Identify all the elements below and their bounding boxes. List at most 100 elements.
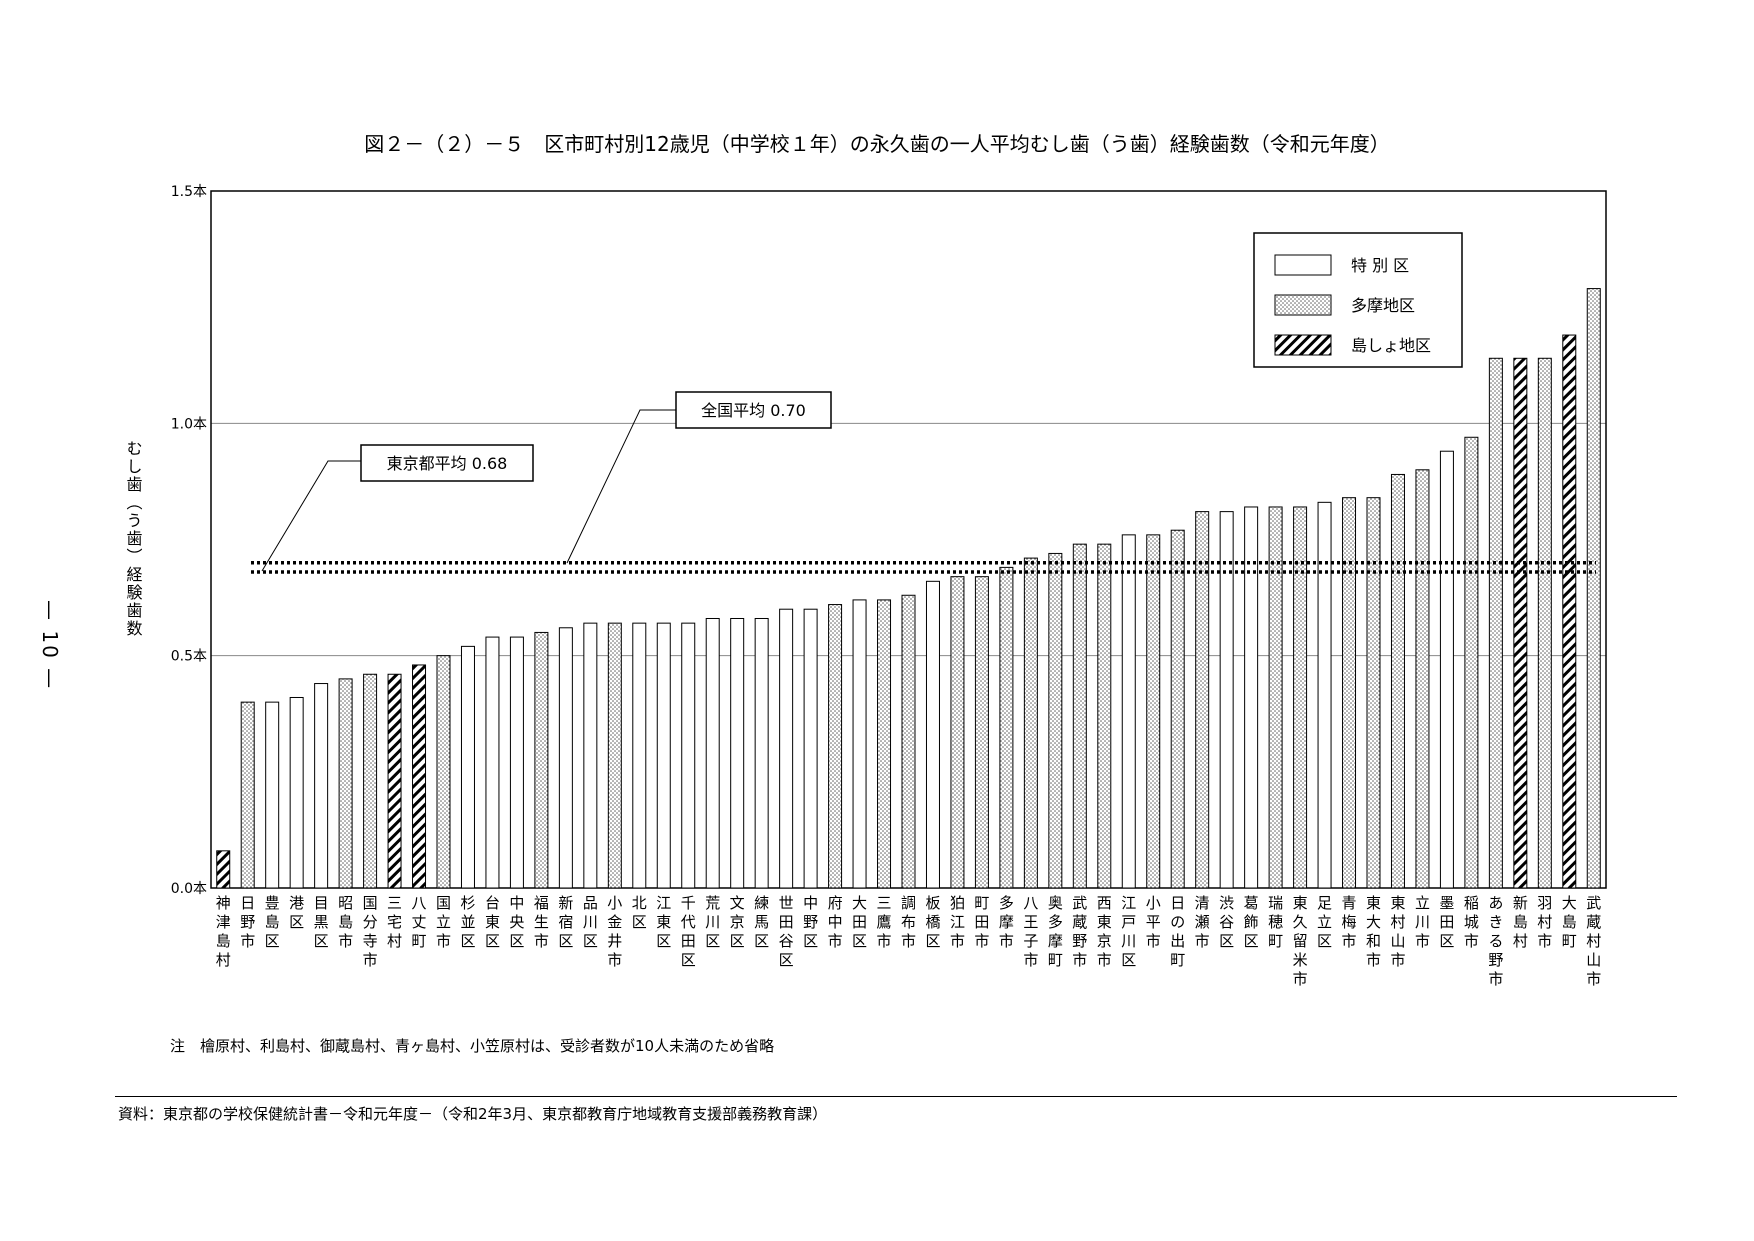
bar [828, 604, 843, 889]
x-tick-label: 杉並区 [460, 894, 475, 950]
x-tick-label: 国分寺市 [363, 894, 378, 969]
x-tick-label: 品川区 [583, 894, 598, 950]
bar [1390, 473, 1405, 889]
callout-leader [566, 409, 676, 564]
source-divider [115, 1096, 1677, 1097]
x-tick-label: 北区 [632, 894, 647, 931]
bar [1195, 511, 1210, 889]
bar [852, 599, 867, 889]
bar [240, 701, 255, 889]
x-tick-label: 新島村 [1513, 894, 1528, 950]
x-tick-label: 目黒区 [314, 894, 329, 950]
bar [974, 576, 989, 889]
bar [1293, 506, 1308, 889]
x-tick-label: 国立市 [436, 894, 451, 950]
x-tick-label: 荒川区 [705, 894, 720, 950]
x-tick-label: 日の出町 [1170, 894, 1185, 969]
x-tick-label: 三鷹市 [877, 894, 892, 950]
legend-swatch [1274, 334, 1332, 356]
x-tick-label: 大田区 [852, 894, 867, 950]
x-tick-label: 稲城市 [1464, 894, 1479, 950]
bar [730, 617, 745, 889]
bar [1146, 534, 1161, 889]
x-tick-label: 東久留米市 [1293, 894, 1308, 988]
x-tick-label: 千代田区 [681, 894, 696, 969]
x-tick-label: 狛江市 [950, 894, 965, 950]
legend-swatch [1274, 254, 1332, 276]
x-tick-label: 清瀬市 [1195, 894, 1210, 950]
x-tick-label: 小金井市 [607, 894, 622, 969]
bar [1023, 557, 1038, 889]
x-tick-label: 立川市 [1415, 894, 1430, 950]
x-tick-label: 世田谷区 [779, 894, 794, 969]
bar [656, 622, 671, 889]
bar [289, 696, 304, 889]
x-tick-label: 武蔵野市 [1072, 894, 1087, 969]
y-tick-label: 1.5本 [171, 184, 207, 200]
y-tick-label: 0.5本 [171, 649, 207, 665]
x-tick-label: 西東京市 [1097, 894, 1112, 969]
bar [1488, 357, 1503, 889]
bar [681, 622, 696, 889]
bar [509, 636, 524, 889]
bar [314, 683, 329, 889]
bar [705, 617, 720, 889]
x-tick-label: 小平市 [1146, 894, 1161, 950]
x-tick-label: 大島町 [1562, 894, 1577, 950]
bar [1317, 501, 1332, 889]
bar [558, 627, 573, 889]
legend-label: 島しょ地区 [1351, 336, 1431, 355]
bar [460, 645, 475, 889]
x-tick-label: 羽村市 [1537, 894, 1552, 950]
bar [338, 678, 353, 889]
x-tick-label: 八丈町 [412, 894, 427, 950]
bar [1513, 357, 1528, 889]
page-number: — 10 — [38, 600, 62, 691]
bar [485, 636, 500, 889]
x-tick-label: 三宅村 [387, 894, 402, 950]
bar [1072, 543, 1087, 889]
x-tick-label: 新宿区 [558, 894, 573, 950]
x-tick-label: 文京区 [730, 894, 745, 950]
bar [412, 664, 427, 889]
source-note: 資料：東京都の学校保健統計書－令和元年度－（令和2年3月、東京都教育庁地域教育支… [118, 1105, 828, 1123]
bar [1219, 511, 1234, 889]
x-tick-label: 青梅市 [1342, 894, 1357, 950]
x-tick-label: 板橋区 [925, 894, 940, 950]
x-tick-label: 武蔵村山市 [1586, 894, 1601, 988]
bar [803, 608, 818, 889]
callout-leader [261, 460, 361, 572]
bar [1366, 497, 1381, 889]
bar [1268, 506, 1283, 889]
x-tick-label: 江戸川区 [1121, 894, 1136, 969]
bar [1048, 552, 1063, 889]
y-axis-label: むし歯（う歯）経験歯数 [124, 440, 143, 638]
bar [265, 701, 280, 889]
reference-line-label: 全国平均 0.70 [701, 401, 806, 420]
y-tick-label: 1.0本 [171, 416, 207, 432]
bar [1170, 529, 1185, 889]
callout-box [360, 444, 534, 482]
x-tick-label: 豊島区 [265, 894, 280, 950]
x-tick-label: 江東区 [656, 894, 671, 950]
x-tick-label: 奥多摩町 [1048, 894, 1063, 969]
bar [877, 599, 892, 889]
bar [901, 594, 916, 889]
bar [925, 580, 940, 889]
bar [1464, 436, 1479, 889]
legend-swatch [1274, 294, 1332, 316]
x-tick-label: 福生市 [534, 894, 549, 950]
x-tick-label: 足立区 [1317, 894, 1332, 950]
bar [632, 622, 647, 889]
x-tick-label: 調布市 [901, 894, 916, 950]
x-tick-label: 中野区 [803, 894, 818, 950]
bar [999, 566, 1014, 889]
reference-line-label: 東京都平均 0.68 [387, 454, 508, 473]
callout-box [675, 391, 832, 429]
bar [436, 655, 451, 889]
chart-title: 図２－（２）－５ 区市町村別12歳児（中学校１年）の永久歯の一人平均むし歯（う歯… [364, 132, 1390, 156]
x-tick-label: 八王子市 [1023, 894, 1038, 969]
x-tick-label: 多摩市 [999, 894, 1014, 950]
bar [1244, 506, 1259, 889]
